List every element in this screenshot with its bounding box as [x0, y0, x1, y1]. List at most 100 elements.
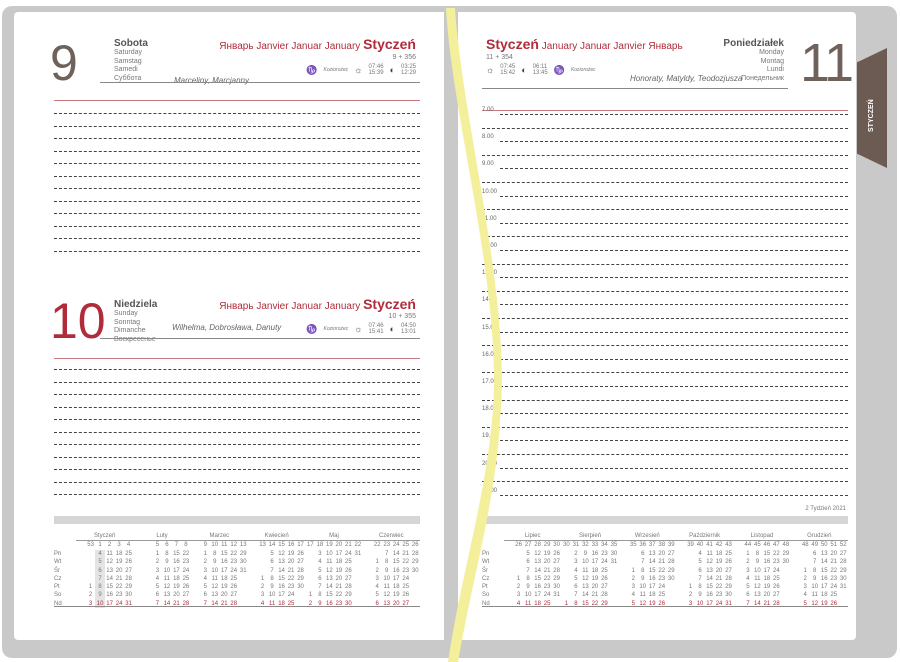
day-cell[interactable]: 11 [268, 600, 276, 607]
day-cell[interactable] [514, 558, 524, 566]
day-cell[interactable] [628, 558, 638, 566]
day-cell[interactable]: 25 [601, 567, 608, 574]
day-cell[interactable]: 24 [773, 567, 780, 574]
day-cell[interactable]: 3 [803, 584, 807, 591]
day-cell[interactable]: 22 [182, 551, 190, 557]
day-cell[interactable]: 4 [516, 600, 521, 607]
day-cell[interactable]: 9 [813, 575, 817, 582]
day-cell[interactable]: 17 [820, 584, 828, 591]
day-cell[interactable]: 6 [698, 567, 702, 574]
day-cell[interactable]: 28 [839, 559, 847, 566]
day-cell[interactable]: 14 [706, 575, 713, 582]
day-cell[interactable]: 5 [155, 584, 160, 591]
day-cell[interactable]: 4 [574, 567, 578, 574]
day-cell[interactable]: 7 [318, 584, 322, 591]
day-cell[interactable]: 15 [106, 584, 113, 591]
day-cell[interactable]: 9 [95, 591, 105, 600]
day-cell[interactable]: 24 [830, 584, 838, 591]
day-cell[interactable]: 18 [173, 575, 180, 582]
day-cell[interactable] [800, 550, 810, 558]
day-cell[interactable]: 20 [658, 551, 666, 557]
day-cell[interactable]: 16 [326, 600, 333, 607]
day-cell[interactable]: 19 [763, 584, 771, 591]
day-cell[interactable]: 14 [163, 600, 171, 607]
day-cell[interactable] [306, 575, 316, 583]
day-cell[interactable]: 23 [658, 575, 666, 582]
day-cell[interactable]: 6 [641, 551, 645, 557]
month-calendar[interactable]: Grudzień 48 49 50 51 52 1 2 3 4 5 6 7 8 9 10 11 12 13 14 15 1… [790, 532, 848, 608]
day-cell[interactable]: 25 [345, 559, 352, 566]
day-cell[interactable]: 3 [746, 567, 750, 574]
day-cell[interactable]: 26 [402, 592, 410, 599]
day-cell[interactable]: 4 [803, 592, 807, 599]
day-cell[interactable] [609, 567, 619, 575]
day-cell[interactable]: 9 [755, 559, 760, 566]
day-cell[interactable]: 22 [230, 551, 238, 557]
day-cell[interactable] [686, 575, 696, 583]
month-calendar[interactable]: Luty 5 6 7 8 1 2 3 4 5 6 7 8 9 10 11 12 13 14 15 16 17 18 19 20 2… [133, 532, 191, 608]
day-cell[interactable]: 5 [631, 600, 635, 607]
day-cell[interactable]: 14 [392, 551, 400, 557]
day-cell[interactable]: 16 [763, 559, 771, 566]
day-cell[interactable]: 1 [203, 551, 207, 557]
day-cell[interactable]: 12 [326, 567, 333, 574]
day-cell[interactable] [562, 591, 572, 599]
day-cell[interactable]: 10 [95, 599, 105, 609]
day-cell[interactable]: 8 [813, 567, 817, 574]
day-cell[interactable]: 20 [763, 592, 771, 599]
day-cell[interactable]: 29 [297, 575, 304, 582]
day-cell[interactable]: 9 [698, 592, 702, 599]
day-cell[interactable]: 24 [715, 600, 723, 607]
day-cell[interactable]: 13 [211, 592, 219, 599]
day-cell[interactable]: 15 [534, 575, 541, 582]
day-cell[interactable] [353, 583, 363, 591]
day-cell[interactable]: 13 [754, 592, 761, 599]
day-cell[interactable]: 28 [773, 600, 780, 607]
day-cell[interactable]: 5 [746, 584, 750, 591]
day-cell[interactable]: 28 [345, 584, 352, 591]
day-cell[interactable]: 23 [773, 559, 780, 566]
day-cell[interactable]: 19 [591, 575, 599, 582]
day-cell[interactable]: 8 [641, 567, 645, 574]
day-cell[interactable]: 10 [639, 584, 647, 591]
day-cell[interactable]: 21 [543, 567, 551, 574]
day-cell[interactable]: 2 [308, 600, 313, 607]
day-cell[interactable]: 6 [270, 559, 274, 566]
day-cell[interactable]: 10 [268, 592, 276, 599]
day-cell[interactable]: 8 [270, 575, 274, 582]
day-cell[interactable]: 1 [688, 584, 693, 591]
day-cell[interactable]: 30 [782, 559, 790, 566]
day-cell[interactable]: 5 [574, 575, 578, 582]
day-cell[interactable]: 31 [553, 592, 560, 599]
day-cell[interactable]: 27 [125, 567, 132, 574]
day-cell[interactable]: 9 [213, 559, 217, 566]
day-cell[interactable]: 20 [115, 567, 123, 574]
day-cell[interactable]: 15 [173, 551, 180, 557]
day-cell[interactable]: 15 [820, 567, 828, 574]
day-cell[interactable] [781, 583, 791, 591]
day-cell[interactable]: 31 [125, 600, 132, 607]
day-cell[interactable]: 11 [106, 551, 113, 557]
day-cell[interactable] [353, 558, 363, 566]
day-cell[interactable] [258, 558, 268, 566]
day-cell[interactable]: 6 [746, 592, 750, 599]
day-cell[interactable]: 6 [813, 551, 817, 557]
day-cell[interactable]: 3 [375, 575, 379, 582]
day-cell[interactable]: 21 [830, 559, 838, 566]
day-cell[interactable]: 19 [173, 584, 180, 591]
day-cell[interactable]: 19 [715, 559, 723, 566]
day-cell[interactable]: 5 [803, 600, 807, 607]
day-cell[interactable]: 21 [220, 600, 228, 607]
day-cell[interactable]: 30 [297, 584, 304, 591]
day-cell[interactable]: 18 [335, 559, 343, 566]
day-cell[interactable]: 26 [830, 600, 838, 607]
day-cell[interactable]: 31 [239, 567, 247, 574]
day-cell[interactable]: 3 [260, 592, 265, 599]
day-cell[interactable]: 25 [182, 575, 190, 582]
day-cell[interactable]: 30 [125, 592, 132, 599]
day-cell[interactable] [609, 575, 619, 583]
day-cell[interactable]: 17 [173, 567, 180, 574]
day-cell[interactable]: 30 [725, 592, 732, 599]
day-cell[interactable]: 15 [220, 551, 228, 557]
day-cell[interactable]: 24 [115, 600, 123, 607]
